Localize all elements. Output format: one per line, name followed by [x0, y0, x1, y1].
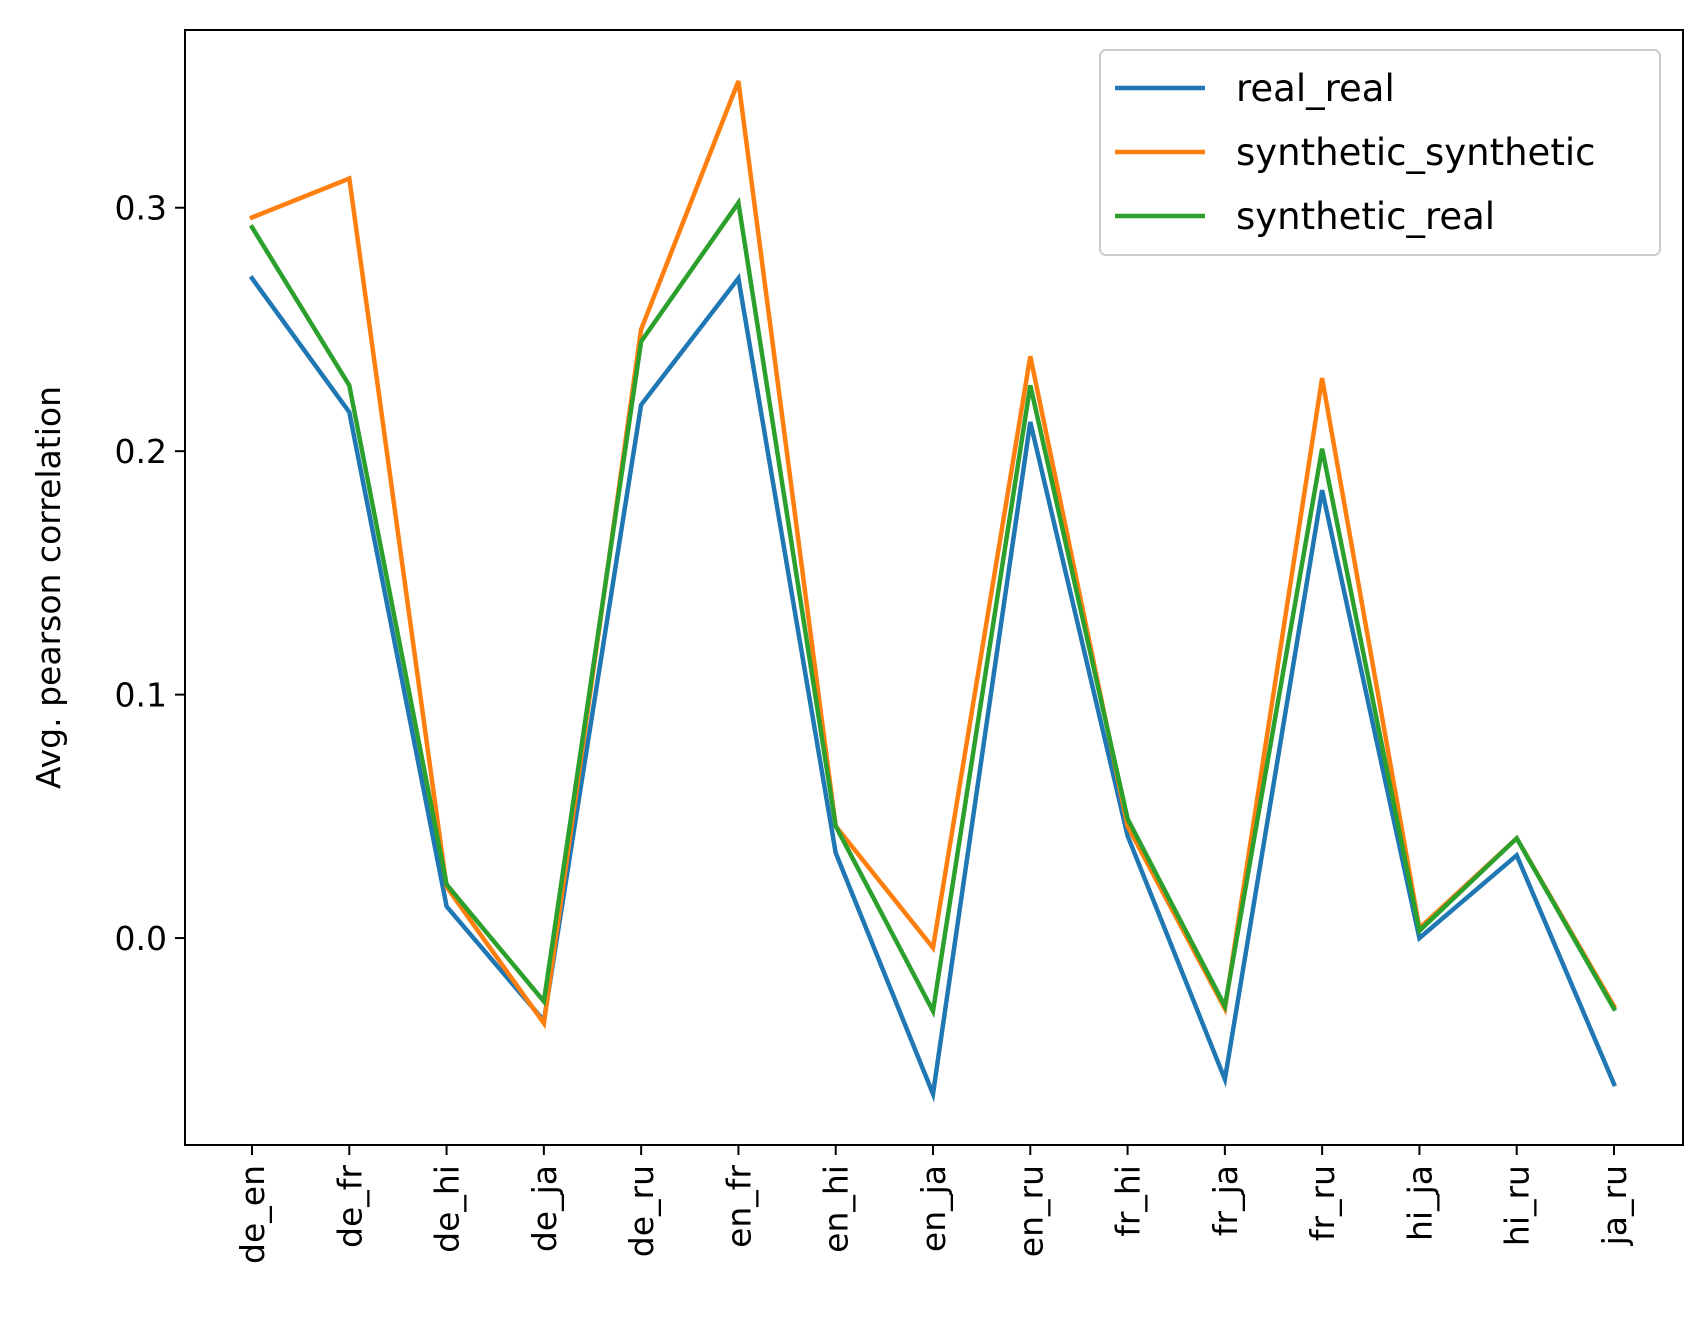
series-line-synthetic_synthetic — [249, 80, 1618, 1030]
x-axis: de_en de_fr de_hi de_ja de_ru en_fr en_hi en_ja… — [233, 1145, 1634, 1264]
x-tick-label: de_en — [233, 1165, 272, 1264]
x-tick-label: en_ru — [1011, 1165, 1050, 1257]
y-tick-label: 0.3 — [115, 189, 167, 228]
legend-label-synthetic_real: synthetic_real — [1236, 195, 1495, 238]
series-line-synthetic_real — [248, 196, 1618, 1019]
legend: real_real synthetic_synthetic synthetic_re… — [1099, 49, 1661, 256]
x-tick-label: fr_hi — [1109, 1165, 1148, 1237]
x-tick-label: de_ru — [622, 1165, 661, 1257]
y-tick-label: 0.1 — [115, 676, 167, 715]
x-tick-label: en_ja — [914, 1165, 953, 1252]
x-tick-label: en_hi — [817, 1165, 856, 1253]
x-tick-label: hi_ja — [1400, 1165, 1439, 1241]
x-tick-label: fr_ja — [1206, 1165, 1245, 1236]
legend-label-real_real: real_real — [1236, 67, 1395, 110]
x-tick-label: de_ja — [525, 1165, 564, 1252]
y-axis-label: Avg. pearson correlation — [29, 386, 68, 789]
x-tick-label: en_fr — [719, 1165, 758, 1248]
y-tick-label: 0.2 — [115, 432, 167, 471]
legend-label-synthetic_synthetic: synthetic_synthetic — [1236, 131, 1595, 174]
y-tick-label: 0.0 — [115, 919, 167, 958]
y-axis: 0.0 0.1 0.2 0.3 — [115, 189, 185, 958]
series-line-real_real — [248, 272, 1617, 1103]
x-tick-label: ja_ru — [1595, 1165, 1634, 1246]
x-tick-label: de_fr — [330, 1165, 369, 1248]
series-layer — [248, 80, 1618, 1103]
x-tick-label: hi_ru — [1498, 1165, 1537, 1246]
x-tick-label: fr_ru — [1303, 1165, 1342, 1241]
x-tick-label: de_hi — [428, 1165, 467, 1253]
legend-box — [1099, 49, 1661, 256]
